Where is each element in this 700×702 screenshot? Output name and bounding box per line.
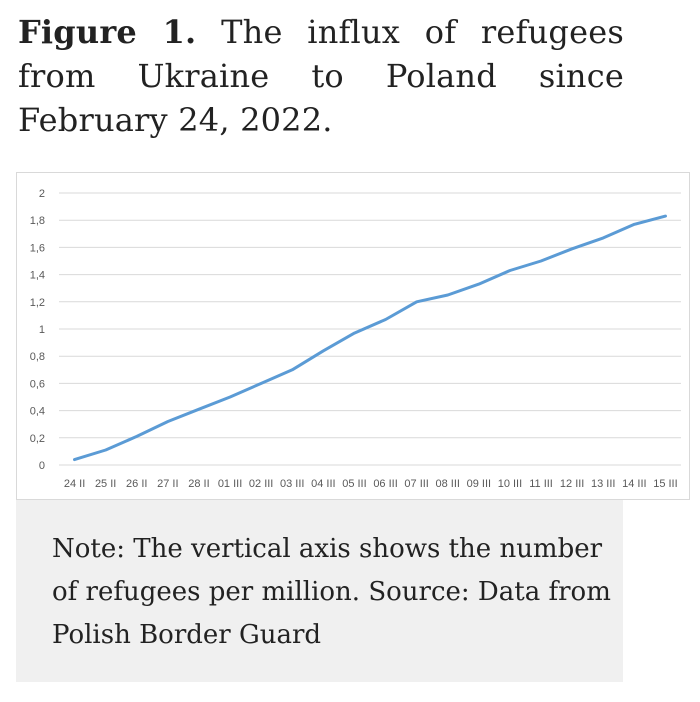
series-line xyxy=(73,214,667,462)
x-tick-label: 09 III xyxy=(467,478,491,490)
x-tick-label: 24 II xyxy=(64,478,85,490)
x-tick-label: 05 III xyxy=(342,478,366,490)
x-tick-label: 04 III xyxy=(311,478,335,490)
y-tick-label: 1 xyxy=(39,324,45,336)
x-tick-label: 07 III xyxy=(404,478,428,490)
x-tick-label: 01 III xyxy=(218,478,242,490)
y-tick-label: 0,8 xyxy=(30,351,45,363)
x-tick-label: 25 II xyxy=(95,478,116,490)
note-box: Note: The vertical axis shows the number… xyxy=(16,500,623,682)
y-tick-label: 1,8 xyxy=(30,215,45,227)
y-axis-tick-labels: 0 0,2 0,4 0,6 0,8 1 1,2 1,4 1,6 1,8 2 xyxy=(30,188,45,472)
y-tick-label: 0 xyxy=(39,460,45,472)
x-tick-label: 10 III xyxy=(498,478,522,490)
y-tick-label: 0,6 xyxy=(30,378,45,390)
x-tick-label: 03 III xyxy=(280,478,304,490)
x-tick-label: 02 III xyxy=(249,478,273,490)
x-tick-label: 11 III xyxy=(529,478,553,490)
note-text: Note: The vertical axis shows the number… xyxy=(52,534,611,650)
figure-caption: Figure 1. The influx of refugees from Uk… xyxy=(18,10,624,142)
y-tick-label: 1,6 xyxy=(30,242,45,254)
figure-label: Figure 1. xyxy=(18,13,197,51)
y-tick-label: 1,2 xyxy=(30,297,45,309)
x-tick-label: 13 III xyxy=(591,478,615,490)
gridlines xyxy=(59,192,681,466)
chart-canvas: 0 0,2 0,4 0,6 0,8 1 1,2 1,4 1,6 1,8 2 24 II 25 II 26… xyxy=(30,188,681,490)
x-tick-label: 27 II xyxy=(157,478,178,490)
y-tick-label: 0,4 xyxy=(30,406,45,418)
x-tick-label: 08 III xyxy=(436,478,460,490)
x-tick-label: 12 III xyxy=(560,478,584,490)
x-tick-label: 14 III xyxy=(622,478,646,490)
x-tick-label: 26 II xyxy=(126,478,147,490)
x-axis-tick-labels: 24 II 25 II 26 II 27 II 28 II 01 III 02 III 03 … xyxy=(64,478,678,490)
y-tick-label: 2 xyxy=(39,188,45,200)
series-layer xyxy=(73,214,667,462)
line-chart: 0 0,2 0,4 0,6 0,8 1 1,2 1,4 1,6 1,8 2 24 II 25 II 26… xyxy=(16,172,690,500)
x-tick-label: 28 II xyxy=(188,478,209,490)
x-tick-label: 15 III xyxy=(653,478,677,490)
x-tick-label: 06 III xyxy=(373,478,397,490)
y-tick-label: 1,4 xyxy=(30,270,45,282)
figure-title: The influx of refugees from Ukraine to P… xyxy=(18,13,624,139)
y-tick-label: 0,2 xyxy=(30,433,45,445)
